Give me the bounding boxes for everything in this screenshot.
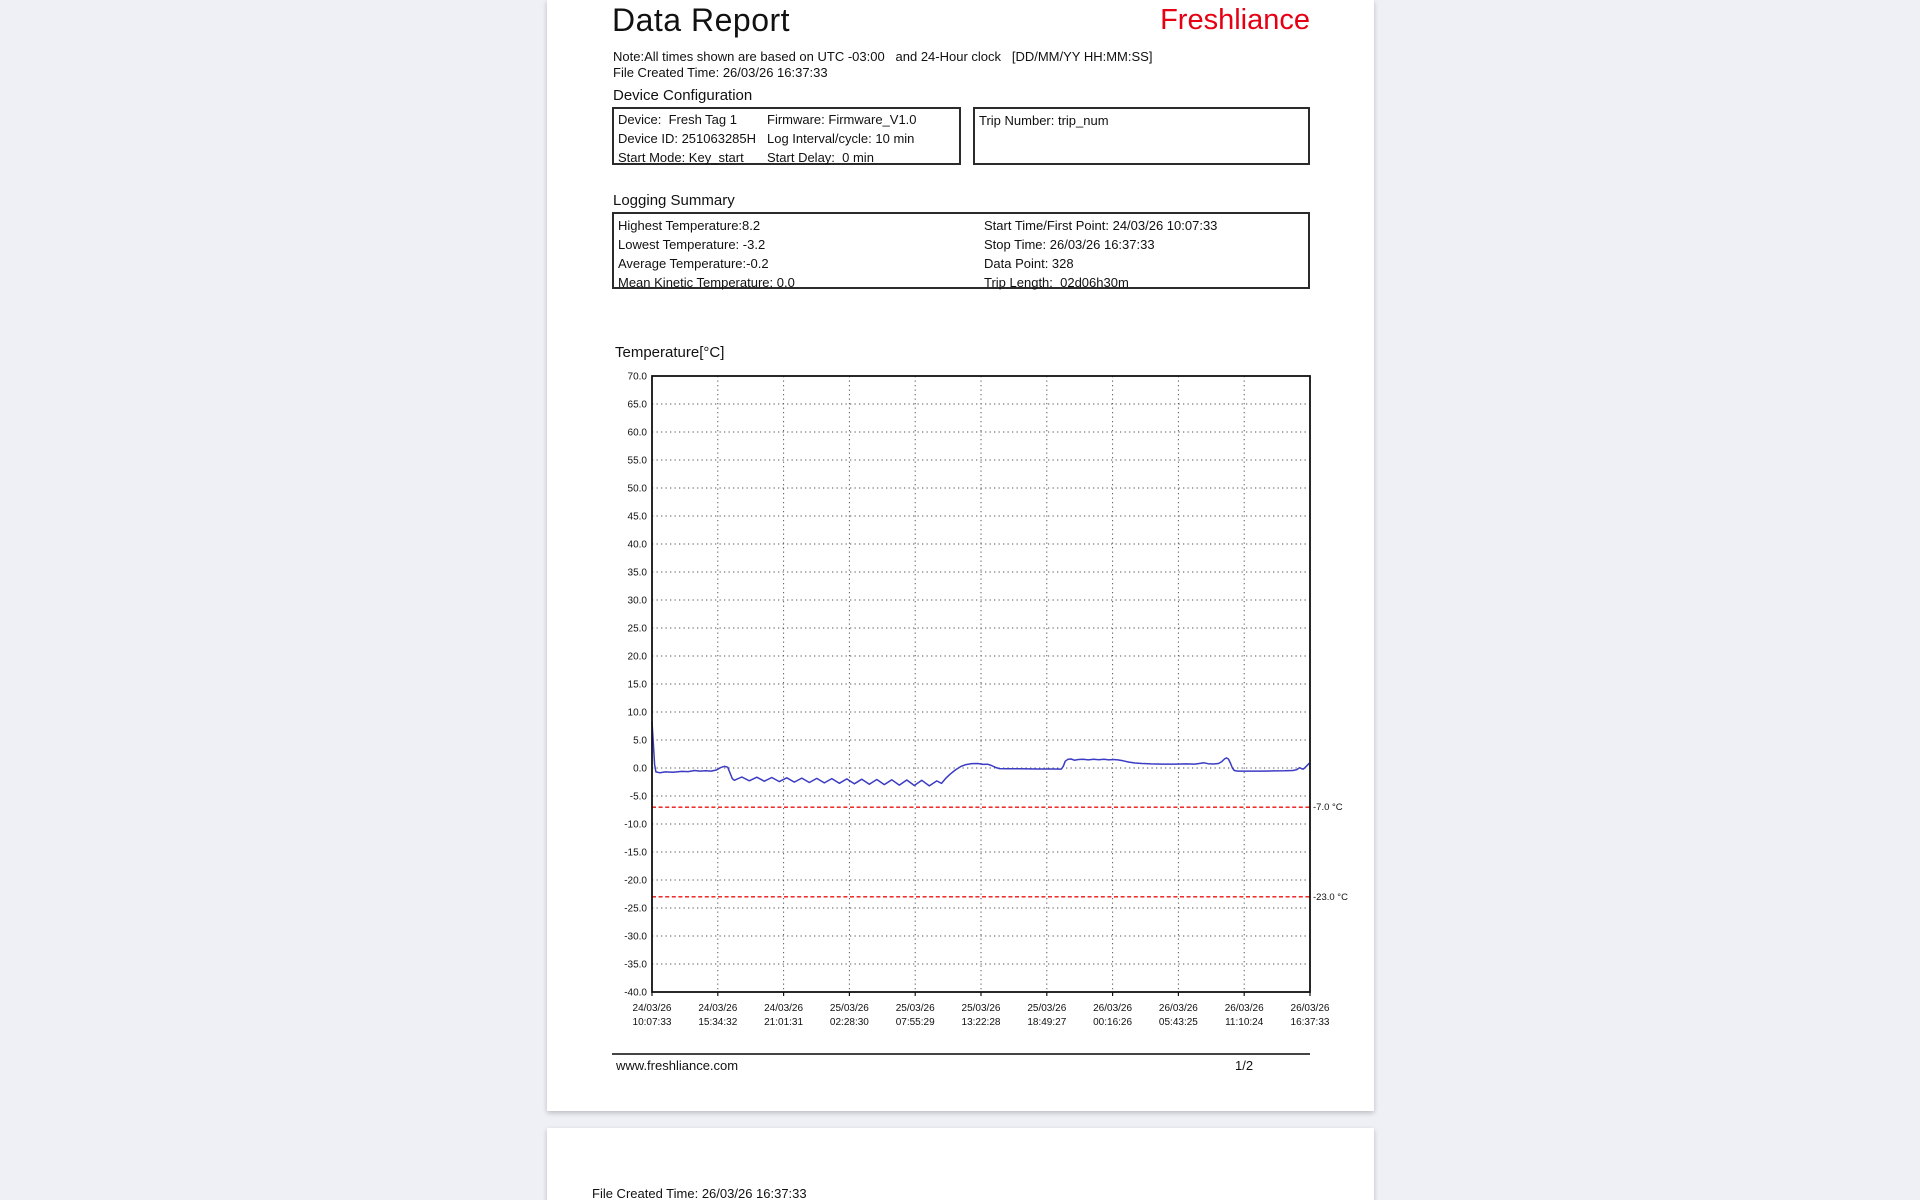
summary-field: Stop Time: 26/03/26 16:37:33 <box>984 237 1155 252</box>
summary-field: Trip Length: 02d06h30m <box>984 275 1129 290</box>
logging-summary-table: Highest Temperature:8.2 Lowest Temperatu… <box>612 212 1310 292</box>
y-tick-label: 60.0 <box>628 428 648 439</box>
y-tick-label: 0.0 <box>633 764 647 775</box>
summary-field: Start Time/First Point: 24/03/26 10:07:3… <box>984 218 1218 233</box>
x-tick-label-time: 21:01:31 <box>764 1017 803 1028</box>
report-page-1: Data Report Freshliance Note:All times s… <box>547 0 1374 1111</box>
y-tick-label: 25.0 <box>628 624 648 635</box>
device-row: Device ID: 251063285H Log Interval/cycle… <box>618 129 959 148</box>
y-tick-label: 35.0 <box>628 568 648 579</box>
y-tick-label: 5.0 <box>633 736 647 747</box>
threshold-label: -23.0 °C <box>1313 892 1348 903</box>
y-tick-label: 70.0 <box>628 372 648 383</box>
temperature-chart-svg: -7.0 °C -23.0 °C 70.0 65.0 60.0 55.0 50.0 45.0 4… <box>624 372 1348 1029</box>
report-title: Data Report <box>612 2 791 38</box>
summary-field: Data Point: 328 <box>984 256 1074 271</box>
device-field: Device ID: 251063285H <box>618 131 757 146</box>
x-tick-label-date: 24/03/26 <box>698 1003 737 1014</box>
summary-left-column: Highest Temperature:8.2 Lowest Temperatu… <box>618 216 795 292</box>
trip-number-field: Trip Number: trip_num <box>979 113 1109 128</box>
y-tick-label: -10.0 <box>624 820 647 831</box>
y-tick-label: 40.0 <box>628 540 648 551</box>
page-number: 1/2 <box>1235 1058 1254 1073</box>
y-tick-label: -25.0 <box>624 904 647 915</box>
x-tick-label-date: 26/03/26 <box>1291 1003 1330 1014</box>
y-tick-label: 45.0 <box>628 512 648 523</box>
y-tick-label: -15.0 <box>624 848 647 859</box>
x-tick-label-time: 10:07:33 <box>633 1017 672 1028</box>
y-tick-label: 20.0 <box>628 652 648 663</box>
y-tick-label: 50.0 <box>628 484 648 495</box>
x-tick-label-date: 25/03/26 <box>962 1003 1001 1014</box>
page2-file-created-time: File Created Time: 26/03/26 16:37:33 <box>592 1186 807 1200</box>
y-tick-label: -5.0 <box>630 792 648 803</box>
summary-field: Lowest Temperature: -3.2 <box>618 237 766 252</box>
device-field: Start Mode: Key_start <box>618 150 744 165</box>
y-tick-label: 15.0 <box>628 680 648 691</box>
y-tick-label: -40.0 <box>624 988 647 999</box>
summary-field: Average Temperature:-0.2 <box>618 256 769 271</box>
y-tick-label: 65.0 <box>628 400 648 411</box>
chart-title: Temperature[°C] <box>615 344 725 361</box>
y-tick-label: -30.0 <box>624 932 647 943</box>
x-tick-label-date: 25/03/26 <box>1027 1003 1066 1014</box>
x-tick-label-time: 00:16:26 <box>1093 1017 1132 1028</box>
x-tick-label-time: 15:34:32 <box>698 1017 737 1028</box>
device-field: Log Interval/cycle: 10 min <box>767 131 915 146</box>
x-tick-label-date: 25/03/26 <box>830 1003 869 1014</box>
x-tick-label-date: 26/03/26 <box>1093 1003 1132 1014</box>
threshold-label: -7.0 °C <box>1313 802 1343 813</box>
logging-summary-heading: Logging Summary <box>613 192 735 209</box>
temperature-line <box>651 722 1310 787</box>
x-tick-label-date: 24/03/26 <box>633 1003 672 1014</box>
x-tick-label-time: 02:28:30 <box>830 1017 869 1028</box>
footer-rule <box>612 1053 1310 1055</box>
y-tick-label: 30.0 <box>628 596 648 607</box>
y-tick-label: 10.0 <box>628 708 648 719</box>
x-tick-label-time: 07:55:29 <box>896 1017 935 1028</box>
device-field: Firmware: Firmware_V1.0 <box>767 112 917 127</box>
x-tick-label-time: 18:49:27 <box>1027 1017 1066 1028</box>
temperature-chart: -7.0 °C -23.0 °C 70.0 65.0 60.0 55.0 50.0 45.0 4… <box>600 370 1365 1040</box>
device-configuration-heading: Device Configuration <box>613 87 753 104</box>
summary-right-column: Start Time/First Point: 24/03/26 10:07:3… <box>984 216 1217 292</box>
summary-field: Mean Kinetic Temperature: 0.0 <box>618 275 795 290</box>
y-tick-label: 55.0 <box>628 456 648 467</box>
x-tick-label-time: 13:22:28 <box>962 1017 1001 1028</box>
y-tick-label: -35.0 <box>624 960 647 971</box>
x-tick-label-date: 24/03/26 <box>764 1003 803 1014</box>
trip-number-box: Trip Number: trip_num <box>973 107 1310 165</box>
utc-note: Note:All times shown are based on UTC -0… <box>613 49 1153 64</box>
x-tick-label-time: 16:37:33 <box>1291 1017 1330 1028</box>
x-tick-label-date: 25/03/26 <box>896 1003 935 1014</box>
summary-field: Highest Temperature:8.2 <box>618 218 761 233</box>
website-text: www.freshliance.com <box>616 1058 739 1073</box>
x-tick-label-date: 26/03/26 <box>1159 1003 1198 1014</box>
report-page-2: File Created Time: 26/03/26 16:37:33 <box>547 1128 1374 1200</box>
brand-logo: Freshliance <box>1160 4 1310 36</box>
device-row: Device: Fresh Tag 1 Firmware: Firmware_V… <box>618 110 959 129</box>
y-tick-label: -20.0 <box>624 876 647 887</box>
device-row: Start Mode: Key_start Start Delay: 0 min <box>618 148 959 167</box>
device-configuration-table: Device: Fresh Tag 1 Firmware: Firmware_V… <box>612 107 961 165</box>
file-created-time: File Created Time: 26/03/26 16:37:33 <box>613 65 828 80</box>
device-field: Device: Fresh Tag 1 <box>618 112 737 127</box>
device-field: Start Delay: 0 min <box>767 150 874 165</box>
x-tick-label-time: 05:43:25 <box>1159 1017 1198 1028</box>
x-tick-label-date: 26/03/26 <box>1225 1003 1264 1014</box>
x-tick-label-time: 11:10:24 <box>1225 1017 1264 1028</box>
